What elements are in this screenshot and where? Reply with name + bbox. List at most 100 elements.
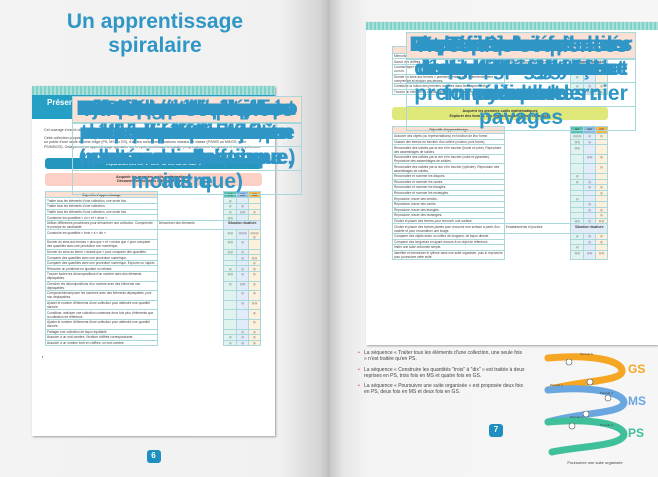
- ps-cell: [570, 163, 585, 174]
- spiral-caption: Poursuivre une suite organisée: [567, 460, 623, 465]
- objective-cell: Identifier et mémoriser le rythme dans u…: [392, 249, 505, 261]
- gs-cell: ◎: [595, 83, 608, 90]
- table-row: Utiliser différentes procédures pour dén…: [45, 219, 261, 231]
- gs-cell: [595, 144, 608, 155]
- sequence-title-cell: Comparer des longueurs de façon directe: [406, 32, 636, 108]
- ps-cell: ◎: [570, 83, 585, 90]
- ps-cell: [223, 254, 238, 261]
- left-column: Présentation des séquences et répartitio…: [32, 86, 302, 463]
- sequence-title-cell: Construire le nombre « un » et le nombre…: [72, 96, 302, 172]
- decorative-strip: [366, 22, 658, 30]
- period-label: Période 1: [550, 383, 563, 387]
- sequence-title-cell: Encastrements et puzzles: [503, 223, 572, 234]
- period-marker: [586, 378, 594, 386]
- page-title: Un apprentissage spiralaire: [66, 10, 244, 58]
- gs-cell: ◎◎: [248, 299, 261, 311]
- ps-cell: [223, 290, 238, 301]
- ps-cell: [570, 153, 585, 165]
- table-row: Donner du sens aux termes « plus que » e…: [45, 96, 302, 250]
- table-row: Reconnaître des solides par la vue et le…: [392, 32, 636, 165]
- table-row: Chercher les décompositions d'un nombre …: [45, 96, 302, 292]
- gs-cell: ◎: [248, 290, 261, 301]
- sequence-title-cell: Lire l'écriture chiffrée: [72, 96, 302, 123]
- spiral-figure: Période 5 Période 1 Période 2 Période 3 …: [540, 350, 658, 465]
- objective-cell: Composer/décomposer les nombres avec des…: [45, 290, 158, 301]
- period-label: Période 5: [580, 352, 593, 356]
- objective-cell: Utiliser différentes procédures pour dén…: [45, 219, 158, 231]
- spiral-gs: [544, 353, 626, 394]
- sequence-title-cell: Capturer des formes : les triangles: [406, 32, 636, 83]
- page-number: 7: [489, 423, 503, 437]
- table-row: Associer à un mot-nombre, l'écriture chi…: [45, 96, 302, 341]
- gs-cell: ◎: [595, 88, 608, 96]
- bullets-column: La séquence « Traiter tous les éléments …: [350, 350, 526, 441]
- objective-cell: Chercher les décompositions d'un nombre …: [45, 280, 158, 292]
- period-marker: [565, 358, 573, 366]
- ms-cell: [583, 144, 597, 155]
- table-row: Associer à un nombre écrit en chiffres, …: [45, 96, 302, 347]
- period-label: Période 3: [600, 391, 613, 395]
- table-row: Comparer des quantités avec une procédur…: [45, 96, 302, 261]
- gs-cell: ◎: [248, 259, 261, 267]
- table-row: Reconnaître des solides par la vue et le…: [392, 32, 636, 174]
- objective-cell: Comparer des quantités avec une procédur…: [45, 259, 158, 267]
- ritual-situation-cell: Situation ritualisée: [570, 223, 608, 234]
- gs-cell: ◎: [248, 339, 261, 347]
- sequence-title-cell: Reproduire des assemblages de formes pla…: [406, 32, 636, 132]
- ps-cell: ◎◎: [223, 229, 238, 241]
- page-number: 6: [146, 450, 161, 463]
- gs-cell: ◎: [595, 163, 608, 174]
- sequence-title-cell: Comparer avec une procédure numérique (p…: [72, 96, 302, 172]
- period-label: Période 2: [570, 415, 583, 419]
- sequence-table-left: Objectifs d'apprentissage Titres des séqu…: [45, 96, 302, 347]
- ms-cell: ◎◎: [583, 153, 597, 165]
- column-header: Titres des séquences: [406, 32, 636, 60]
- decorative-strip: [32, 86, 275, 97]
- ps-cell: [223, 309, 238, 320]
- objective-cell: Constituer, anticiper une collection con…: [45, 309, 158, 320]
- level-label-ps: PS: [628, 426, 645, 440]
- gs-cell: ◎: [248, 334, 261, 341]
- table-row: Comparer des objets selon un critère de …: [392, 32, 636, 240]
- sequence-table-right-2: Objectifs d'apprentissage Titres des séqu…: [392, 32, 636, 261]
- ps-cell: ◎◎: [223, 271, 238, 282]
- ms-cell: ◎: [236, 299, 250, 311]
- table-row: Identifier et mémoriser le rythme dans u…: [392, 32, 636, 261]
- table-row: Reconnaître et nommer les triangles. Capt…: [392, 32, 636, 191]
- intro-paragraph: Cet ouvrage s'inscrit dans une collectio…: [44, 128, 218, 133]
- gs-cell: ◎: [595, 153, 608, 165]
- table-row: Constituer, anticiper une collection con…: [45, 96, 302, 320]
- table-row: Reconnaître et nommer les rectangles. Cap…: [392, 32, 636, 197]
- sequence-title-cell: Trouver l'écriture chiffrée: [72, 96, 302, 147]
- sequence-title-cell: Poursuivre une suite organisée: [406, 32, 636, 83]
- objective-cell: Comparer des objets selon un critère de …: [392, 232, 505, 240]
- table-row: Trouver toutes les décompositions d'un n…: [45, 96, 302, 282]
- gs-cell: ◎: [248, 318, 261, 330]
- objective-cell: Ajuster le nombre d'éléments d'une colle…: [45, 299, 158, 311]
- ps-cell: [223, 328, 238, 336]
- ms-cell: [583, 163, 597, 174]
- ps-cell: ◎◎: [570, 249, 585, 261]
- table-row: Construire les quantités « trois » à « d…: [45, 96, 302, 241]
- ps-cell: [570, 88, 585, 96]
- table-row: Reconnaître des solides par la vue et le…: [392, 32, 636, 155]
- table-row: Ajuster le nombre d'éléments d'une colle…: [45, 96, 302, 330]
- table-row: Associer des objets (ou représentations)…: [392, 32, 636, 140]
- level-label-gs: GS: [628, 362, 646, 376]
- ms-cell: ◎◎◎: [236, 229, 250, 241]
- objective-cell: Reconnaître des solides par la vue et le…: [392, 153, 505, 165]
- period-label: Période 4: [600, 423, 613, 427]
- ps-cell: ◎: [223, 280, 238, 292]
- sequence-title-cell: Capturer des formes : les rectangles: [406, 32, 636, 83]
- ps-cell: [223, 259, 238, 267]
- bullet-item: La séquence « Poursuivre une suite organ…: [358, 383, 526, 396]
- gs-cell: [595, 73, 608, 85]
- objective-cell: Associer à un nombre écrit en chiffres, …: [45, 339, 158, 347]
- period-marker: [582, 410, 590, 418]
- ps-cell: [223, 318, 238, 330]
- ms-cell: ◎: [236, 290, 250, 301]
- ms-cell: ◎◎: [583, 249, 597, 261]
- column-header: Titres des séquences: [72, 96, 302, 124]
